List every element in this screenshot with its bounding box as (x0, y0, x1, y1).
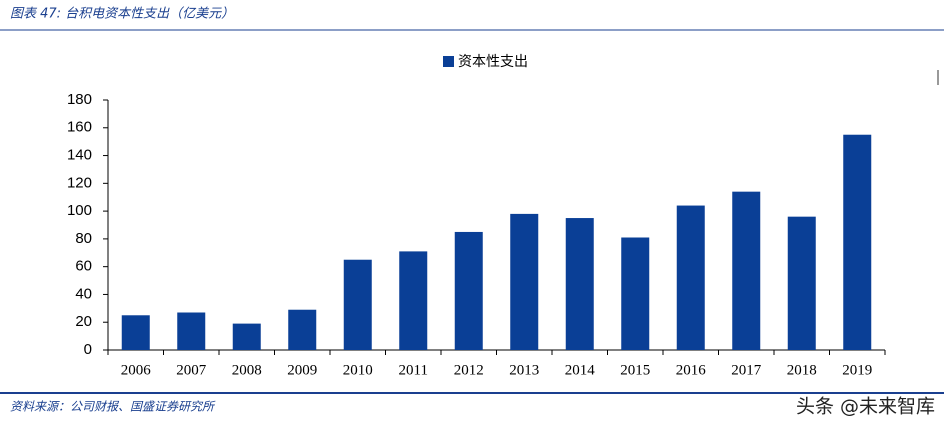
x-tick-label: 2010 (343, 362, 373, 378)
bar (399, 251, 428, 350)
y-tick-label: 180 (67, 91, 92, 108)
y-tick-label: 140 (67, 147, 92, 164)
bar (565, 218, 594, 350)
bar (732, 191, 761, 350)
x-tick-label: 2013 (509, 362, 539, 378)
bar (843, 134, 872, 350)
x-tick-label: 2015 (620, 362, 650, 378)
chart-title: 图表 47: 台积电资本性支出（亿美元） (10, 6, 234, 22)
legend-swatch (443, 56, 454, 67)
bar (676, 205, 705, 350)
y-tick-label: 120 (67, 174, 92, 191)
x-tick-label: 2012 (454, 362, 484, 378)
x-tick-label: 2016 (676, 362, 707, 378)
x-tick-label: 2017 (731, 362, 762, 378)
bar (121, 315, 150, 350)
bar (787, 216, 816, 350)
y-tick-label: 100 (67, 202, 92, 219)
bar (232, 323, 261, 350)
x-tick-label: 2007 (176, 362, 207, 378)
bar (454, 231, 483, 350)
x-tick-label: 2014 (565, 362, 596, 378)
y-tick-label: 80 (75, 230, 92, 247)
bar (288, 309, 317, 350)
legend-label: 资本性支出 (458, 54, 528, 70)
x-tick-label: 2011 (399, 362, 428, 378)
y-tick-label: 40 (75, 285, 92, 302)
x-tick-label: 2009 (287, 362, 317, 378)
x-tick-label: 2018 (787, 362, 817, 378)
bar (343, 259, 372, 350)
x-tick-label: 2006 (121, 362, 152, 378)
y-tick-label: 160 (67, 119, 92, 136)
x-tick-label: 2019 (842, 362, 872, 378)
bar (510, 213, 539, 350)
bar (621, 237, 650, 350)
bar (177, 312, 206, 350)
y-tick-label: 0 (84, 341, 92, 358)
y-tick-label: 20 (75, 313, 92, 330)
watermark: 头条 @未来智库 (796, 396, 935, 418)
source-note: 资料来源：公司财报、国盛证券研究所 (10, 400, 216, 414)
y-tick-label: 60 (75, 258, 92, 275)
x-tick-label: 2008 (232, 362, 262, 378)
